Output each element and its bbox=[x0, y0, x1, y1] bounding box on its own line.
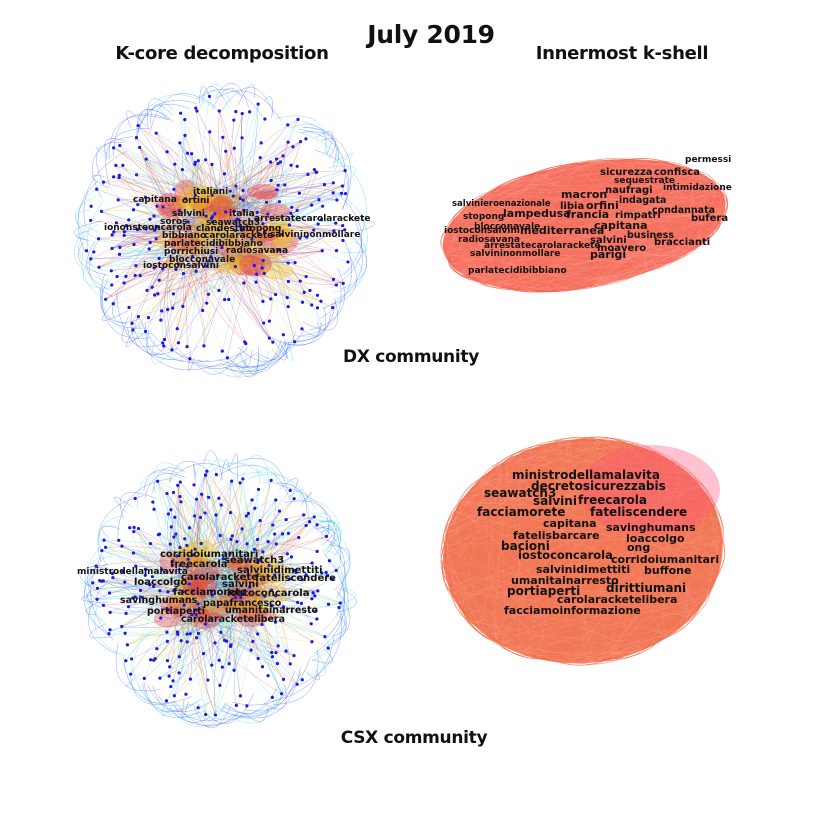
dx-shell-label: naufragi bbox=[605, 185, 653, 196]
csx-shell-label: savinghumans bbox=[606, 521, 696, 534]
dx-shell-label: blocconavale bbox=[474, 222, 540, 232]
csx-shell-label: corridoiumanitari bbox=[611, 553, 719, 566]
dx-shell-label: sequestrate bbox=[614, 176, 675, 186]
csx-kcore-label: loaccolgo bbox=[134, 577, 187, 588]
csx-shell-label: buffone bbox=[644, 564, 691, 577]
csx-shell-label: salvinidimettiti bbox=[536, 563, 630, 576]
dx-kcore-label: stopong bbox=[240, 224, 281, 234]
dx-shell-label: mediterranea bbox=[520, 224, 604, 237]
csx-shell-label: ministrodellamalavita bbox=[512, 468, 660, 482]
dx-kcore-network: italiani capitana ortini salvini italia arres… bbox=[73, 82, 375, 378]
dx-shell-label: rimpatri bbox=[615, 210, 661, 221]
dx-kcore-label: porrichiusi bbox=[164, 247, 218, 257]
dx-kcore-label: arrestatecarolarackete bbox=[254, 214, 370, 224]
dx-shell-label: sicurezza bbox=[600, 167, 653, 178]
csx-shell-label: ong bbox=[627, 541, 650, 554]
csx-kcore-label: facciamorete bbox=[173, 587, 247, 598]
dx-innermost-shell-network: permessi sicurezza confiscasequestratenauf… bbox=[440, 155, 732, 293]
dx-shell-label: capitana bbox=[594, 219, 648, 232]
dx-shell-label: iostoconsalvini bbox=[444, 226, 520, 236]
dx-kcore-label: seawatch3 bbox=[206, 218, 260, 228]
csx-shell-label: loaccolgo bbox=[626, 532, 685, 545]
dx-kcore-label: clandestini bbox=[196, 224, 252, 234]
csx-kcore-label: fateliscendere bbox=[255, 573, 336, 584]
csx-innermost-shell-network: ministrodellamalavitadecretosicurezzabis… bbox=[440, 436, 726, 666]
dx-shell-label: salvininonmollare bbox=[470, 249, 560, 259]
dx-shell-label: indagata bbox=[619, 195, 666, 206]
csx-shell-label: carolaracketelibera bbox=[557, 593, 677, 606]
csx-shell-label: dirittiumani bbox=[606, 581, 686, 595]
csx-community-label: CSX community bbox=[340, 728, 488, 748]
csx-kcore-label: savinghumans bbox=[120, 595, 198, 606]
dx-shell-label: orfini bbox=[586, 199, 619, 212]
dx-shell-label: moavero bbox=[597, 243, 646, 254]
csx-kcore-label: carolaracketelibera bbox=[181, 614, 285, 625]
csx-kcore-label: salvini bbox=[222, 579, 259, 590]
dx-kcore-label: salvini bbox=[172, 209, 205, 219]
csx-shell-label: freecarola bbox=[578, 493, 647, 507]
csx-kcore-label: salvinidimettiti bbox=[237, 565, 323, 576]
dx-kcore-label: bibbiano bbox=[162, 231, 206, 241]
csx-kcore-label: carolarackete bbox=[181, 572, 258, 583]
csx-kcore-label: portiaperti bbox=[147, 606, 205, 617]
csx-shell-label: fatelisbarcare bbox=[513, 529, 600, 542]
column-header-kcore: K-core decomposition bbox=[115, 43, 329, 64]
csx-shell-label: umanitainarresto bbox=[511, 574, 619, 587]
csx-kcore-label: freecarola bbox=[170, 559, 228, 570]
csx-kcore-label: seawatch3 bbox=[224, 555, 284, 566]
dx-shell-label: permessi bbox=[685, 155, 731, 165]
dx-shell-label: salvini bbox=[590, 235, 627, 246]
csx-kcore-label: ministrodellamalavita bbox=[77, 567, 188, 577]
csx-shell-label: seawatch3 bbox=[484, 486, 556, 500]
dx-shell-label: arrestatecarolarackete bbox=[484, 241, 600, 251]
dx-kcore-label: salvininonmollare bbox=[270, 230, 360, 240]
dx-kcore-label: parlatecidibibbiano bbox=[164, 239, 263, 249]
dx-shell-label: condannata bbox=[652, 205, 715, 216]
csx-shell-label: decretosicurezzabis bbox=[531, 479, 666, 493]
dx-shell-label: lampedusa bbox=[503, 207, 571, 220]
dx-kcore-label: blocconavale bbox=[169, 255, 235, 265]
dx-kcore-label: ortini bbox=[182, 196, 210, 206]
dx-kcore-label: iononsteoncarola bbox=[104, 223, 192, 233]
csx-shell-label: portiaperti bbox=[507, 584, 580, 598]
csx-shell-label: fateliscendere bbox=[590, 505, 687, 519]
dx-shell-label: bufera bbox=[691, 213, 728, 224]
csx-kcore-label: corridoiumanitari bbox=[160, 549, 258, 560]
csx-shell-label: facciamorete bbox=[477, 505, 565, 519]
csx-kcore-label: papafrancesco bbox=[203, 598, 282, 609]
dx-community-label: DX community bbox=[343, 347, 479, 367]
csx-kcore-label: umanitainarresto bbox=[225, 605, 318, 616]
dx-kcore-label: iostoconsalvini bbox=[143, 261, 219, 271]
column-header-innermost: Innermost k-shell bbox=[535, 43, 709, 64]
figure-title: July 2019 bbox=[367, 20, 495, 49]
dx-kcore-label: radiosavana bbox=[226, 246, 288, 256]
dx-shell-label: business bbox=[627, 230, 674, 241]
dx-shell-label: radiosavana bbox=[458, 235, 520, 245]
dx-shell-label: intimidazione bbox=[663, 183, 732, 193]
csx-shell-label: capitana bbox=[543, 517, 597, 530]
dx-shell-label: confisca bbox=[654, 167, 700, 178]
dx-kcore-label: italia bbox=[229, 209, 255, 219]
csx-kcore-label: iostoconcarola bbox=[227, 588, 309, 599]
csx-shell-label: bacioni bbox=[501, 539, 550, 553]
dx-kcore-label: soros bbox=[160, 217, 188, 227]
csx-shell-label: facciamoinformazione bbox=[504, 604, 641, 617]
dx-shell-label: stopong bbox=[463, 212, 504, 222]
dx-kcore-label: capitana bbox=[133, 195, 177, 205]
dx-kcore-label: carolarackete bbox=[204, 231, 273, 241]
dx-shell-label: macron bbox=[561, 188, 607, 201]
dx-kcore-label: italiani bbox=[193, 187, 228, 197]
dx-shell-label: parigi bbox=[590, 248, 626, 261]
dx-shell-label: francia bbox=[566, 208, 609, 221]
dx-shell-label: libia bbox=[560, 201, 584, 212]
dx-shell-label: salvinieroenazionale bbox=[452, 199, 551, 209]
csx-shell-label: iostoconcarola bbox=[518, 548, 613, 562]
dx-shell-label: parlatecidibibbiano bbox=[468, 266, 567, 276]
dx-shell-label: braccianti bbox=[654, 237, 710, 248]
csx-shell-label: salvini bbox=[533, 494, 577, 508]
